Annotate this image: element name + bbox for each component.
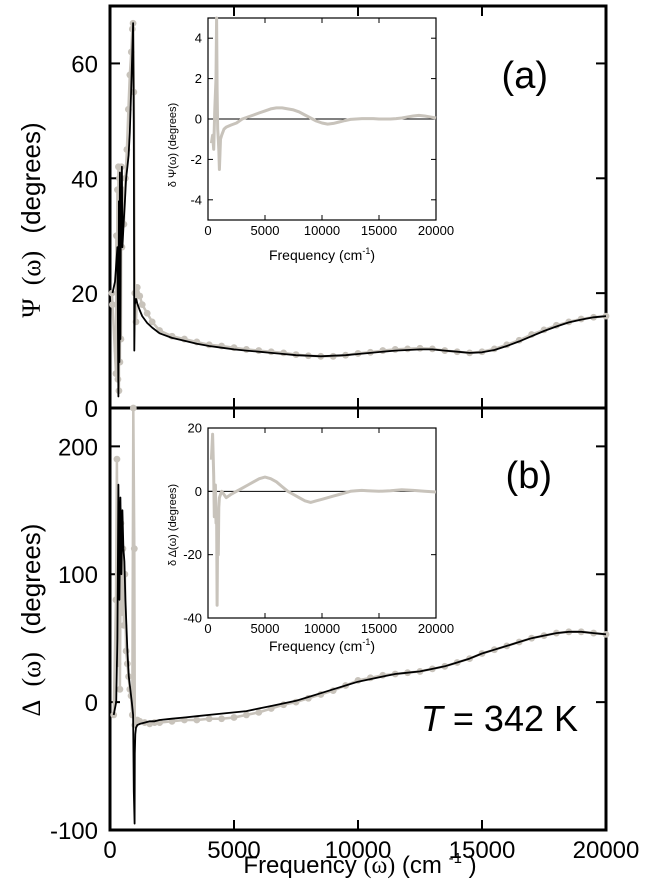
x-tick-label: 10000 (325, 837, 392, 864)
inset-a-xlabel: Frequency (cm-1) (269, 246, 375, 263)
temperature-annotation: T = 342 K (421, 698, 578, 739)
y-tick-label-a: 0 (85, 396, 98, 423)
inset-x-tick-label-b: 20000 (418, 621, 454, 636)
inset-trace-b (209, 432, 437, 607)
inset-y-tick-label-b: -40 (183, 611, 202, 626)
inset-a-ylabel: δ Ψ(ω) (degrees) (167, 103, 179, 187)
y-tick-label-a: 20 (71, 281, 98, 308)
inset-y-tick-label-b: -20 (183, 547, 202, 562)
inset-y-tick-label-a: -4 (190, 192, 202, 207)
panel-b-label: (b) (506, 455, 552, 497)
measured-point-b (602, 630, 610, 638)
inset-frame-b (207, 427, 437, 619)
inset-y-tick-label-a: 0 (195, 112, 202, 127)
inset-x-tick-label-b: 10000 (304, 621, 340, 636)
inset-y-tick-label-a: -2 (190, 152, 202, 167)
y-tick-label-b: 100 (58, 562, 98, 589)
fit-line-b (112, 483, 607, 825)
inset-x-tick-label-b: 5000 (251, 621, 280, 636)
x-tick-label: 5000 (207, 837, 260, 864)
inset-y-tick-label-a: 4 (195, 31, 202, 46)
y-tick-label-a: 40 (71, 166, 98, 193)
panel-a-ylabel: Ψ (ω) (degrees) (16, 122, 46, 317)
x-tick-label: 0 (103, 837, 116, 864)
x-tick-label: 15000 (449, 837, 516, 864)
fit-line-a (111, 22, 607, 398)
inset-x-tick-label-a: 15000 (361, 223, 397, 238)
inset-x-tick-label-b: 15000 (361, 621, 397, 636)
panel-b-ylabel: Δ (ω) (degrees) (16, 524, 46, 717)
inset-y-tick-label-b: 20 (188, 421, 202, 436)
y-tick-label-b: -100 (50, 818, 98, 845)
x-tick-label: 20000 (573, 837, 640, 864)
inset-b-xlabel: Frequency (cm-1) (269, 637, 375, 654)
inset-x-tick-label-b: 0 (204, 621, 211, 636)
y-tick-label-a: 60 (71, 51, 98, 78)
inset-trace-a (209, 16, 437, 171)
y-tick-label-b: 200 (58, 434, 98, 461)
y-tick-label-b: 0 (85, 690, 98, 717)
measured-point-b (110, 711, 118, 719)
inset-x-tick-label-a: 0 (204, 223, 211, 238)
inset-y-tick-label-b: 0 (195, 484, 202, 499)
panel-a-label: (a) (502, 55, 548, 97)
x-axis-label: Frequency (ω) (cm -1 ) (243, 842, 476, 879)
inset-x-tick-label-a: 20000 (418, 223, 454, 238)
inset-x-tick-label-a: 5000 (251, 223, 280, 238)
panel-a: 0 20 40 60 0 5000 10000 15000 20000 -4 -2 0 2 4 (71, 4, 610, 423)
inset-x-tick-label-a: 10000 (304, 223, 340, 238)
inset-y-tick-label-a: 2 (195, 71, 202, 86)
inset-b-ylabel: δ Δ(ω) (degrees) (167, 484, 179, 566)
